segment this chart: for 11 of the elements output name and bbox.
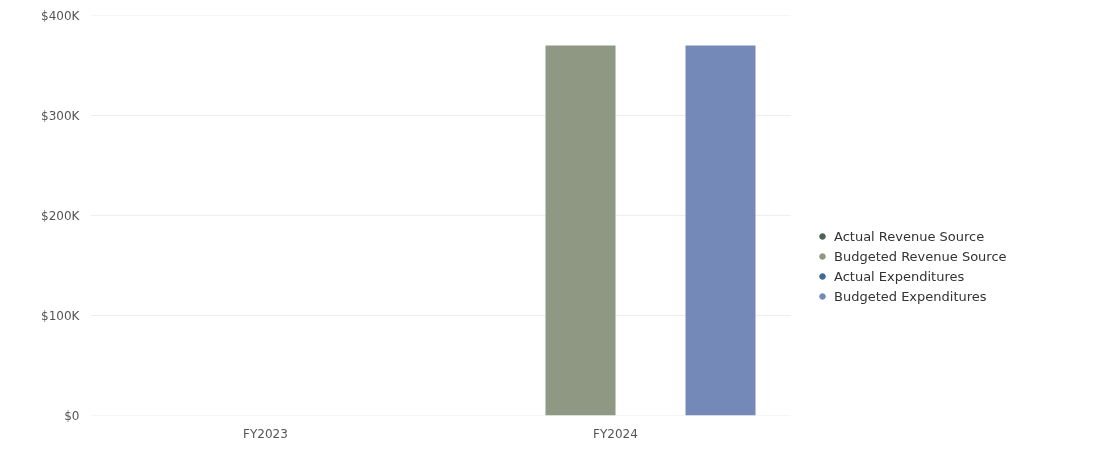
y-tick-label: $300K [41, 108, 81, 123]
y-tick-label: $200K [41, 208, 81, 223]
legend-label: Actual Expenditures [834, 267, 965, 285]
legend-label: Actual Revenue Source [834, 227, 985, 245]
y-tick-label: $400K [41, 8, 81, 23]
legend-label: Budgeted Expenditures [834, 287, 987, 305]
x-tick-label: FY2023 [243, 426, 288, 441]
x-tick-label: FY2024 [593, 426, 638, 441]
y-tick-label: $100K [41, 308, 81, 323]
legend-label: Budgeted Revenue Source [834, 247, 1007, 265]
y-tick-label: $0 [64, 408, 80, 423]
